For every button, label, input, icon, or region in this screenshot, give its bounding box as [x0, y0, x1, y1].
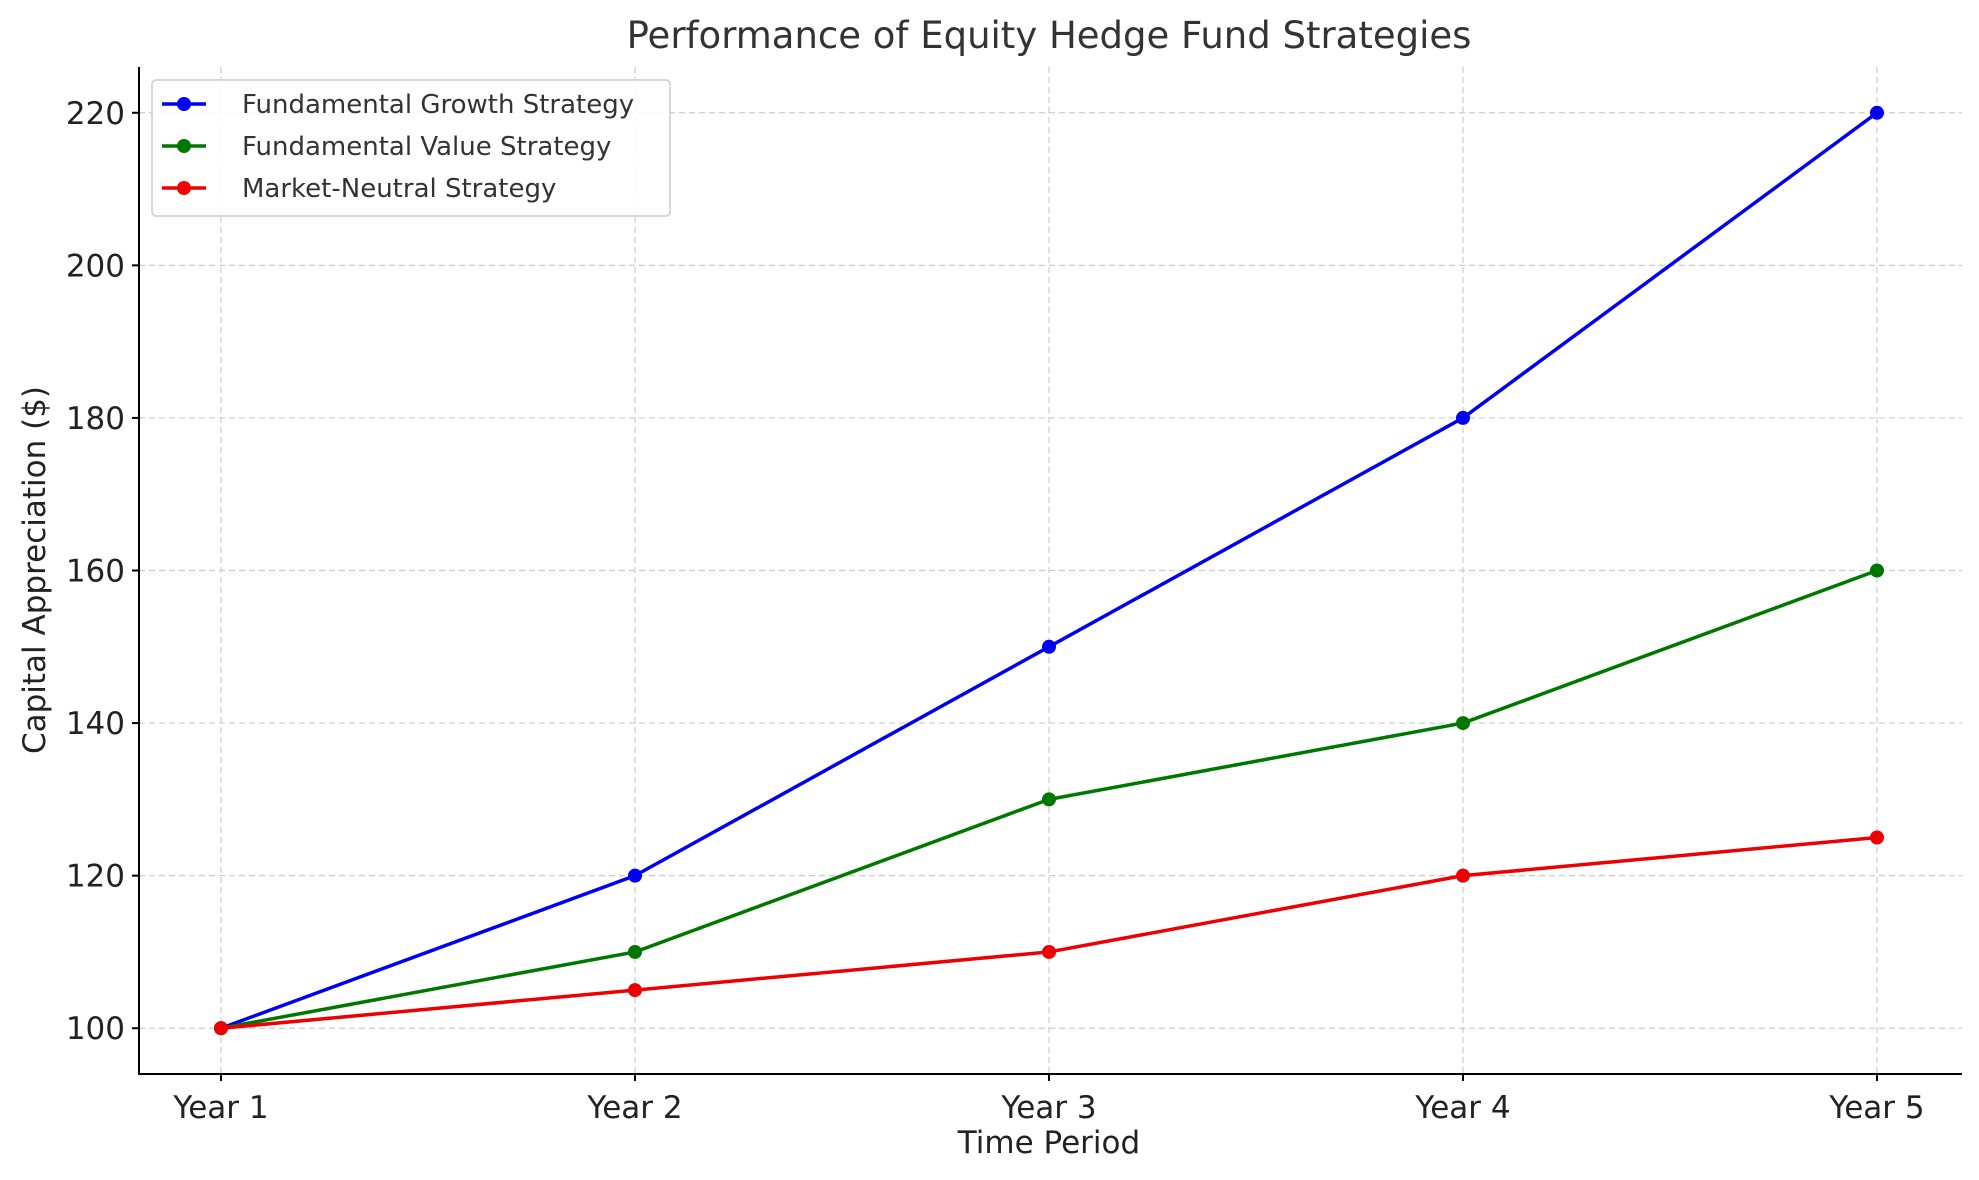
legend-swatch-marker — [177, 97, 191, 111]
x-tick-label: Year 4 — [1414, 1090, 1510, 1126]
y-tick-label: 180 — [66, 401, 125, 437]
y-tick-label: 100 — [66, 1011, 125, 1047]
y-tick-label: 220 — [66, 96, 125, 132]
data-point — [1456, 868, 1470, 883]
data-point — [1870, 105, 1884, 120]
x-tick-label: Year 1 — [172, 1090, 268, 1126]
series-layer — [214, 105, 1884, 1036]
legend-label: Fundamental Growth Strategy — [242, 90, 634, 120]
data-point — [628, 944, 642, 959]
y-axis-label: Capital Appreciation ($) — [17, 386, 53, 754]
data-point — [1042, 792, 1056, 807]
data-point — [1456, 410, 1470, 425]
grid-lines — [139, 67, 1962, 1074]
x-tick-label: Year 2 — [586, 1090, 682, 1126]
legend-swatch-marker — [177, 139, 191, 153]
data-point — [1870, 830, 1884, 845]
data-point — [1456, 716, 1470, 731]
x-axis-label: Time Period — [957, 1125, 1140, 1161]
x-tick-label: Year 3 — [1000, 1090, 1096, 1126]
data-point — [1042, 944, 1056, 959]
legend-swatch-marker — [177, 181, 191, 195]
x-tick-label: Year 5 — [1828, 1090, 1924, 1126]
y-tick-label: 200 — [66, 248, 125, 284]
data-point — [1042, 639, 1056, 654]
y-tick-label: 140 — [66, 706, 125, 742]
legend: Fundamental Growth Strategy Fundamental V… — [151, 79, 671, 217]
legend-box — [151, 79, 671, 217]
chart-title: Performance of Equity Hedge Fund Strateg… — [627, 14, 1472, 57]
data-point — [1870, 563, 1884, 578]
x-axis-ticks: Year 1 Year 2 Year 3 Year 4 Year 5 — [172, 1074, 1925, 1126]
legend-label: Fundamental Value Strategy — [242, 132, 611, 162]
data-point — [214, 1021, 228, 1036]
y-axis-ticks: 100 120 140 160 180 200 220 — [66, 96, 139, 1047]
legend-label: Market-Neutral Strategy — [242, 174, 556, 204]
y-tick-label: 160 — [66, 554, 125, 590]
data-point — [628, 868, 642, 883]
data-point — [628, 983, 642, 998]
y-tick-label: 120 — [66, 859, 125, 895]
